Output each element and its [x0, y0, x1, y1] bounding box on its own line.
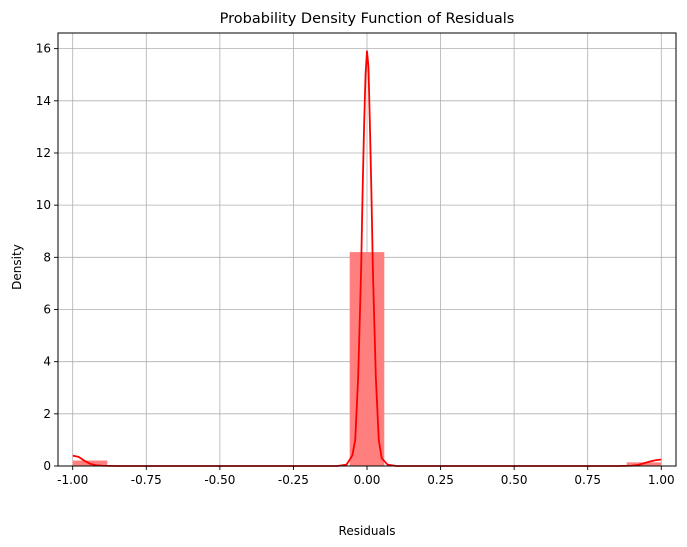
- y-tick-label: 4: [43, 355, 51, 369]
- y-tick-label: 0: [43, 459, 51, 473]
- x-tick-label: -0.75: [131, 473, 162, 487]
- y-axis-title: Density: [10, 244, 24, 290]
- y-tick-label: 14: [36, 94, 51, 108]
- x-tick-label: -1.00: [57, 473, 88, 487]
- y-tick-label: 12: [36, 146, 51, 160]
- y-axis-ticks: 0 2 4 6 8 10 12 14 16: [36, 42, 58, 473]
- x-tick-label: 0.00: [354, 473, 381, 487]
- y-tick-label: 2: [43, 407, 51, 421]
- y-tick-label: 16: [36, 42, 51, 56]
- x-axis-ticks: -1.00 -0.75 -0.50 -0.25 0.00 0.25 0.50 0.75 1.00: [57, 466, 675, 487]
- x-tick-label: 0.25: [427, 473, 454, 487]
- x-tick-label: 1.00: [648, 473, 675, 487]
- y-tick-label: 8: [43, 250, 51, 264]
- x-tick-label: 0.50: [501, 473, 528, 487]
- chart-title: Probability Density Function of Residual…: [220, 11, 515, 27]
- x-tick-label: -0.50: [204, 473, 235, 487]
- y-tick-label: 10: [36, 198, 51, 212]
- x-tick-label: 0.75: [574, 473, 601, 487]
- histogram-bars: [72, 252, 662, 466]
- x-axis-title: Residuals: [339, 524, 396, 538]
- y-tick-label: 6: [43, 302, 51, 316]
- x-tick-label: -0.25: [278, 473, 309, 487]
